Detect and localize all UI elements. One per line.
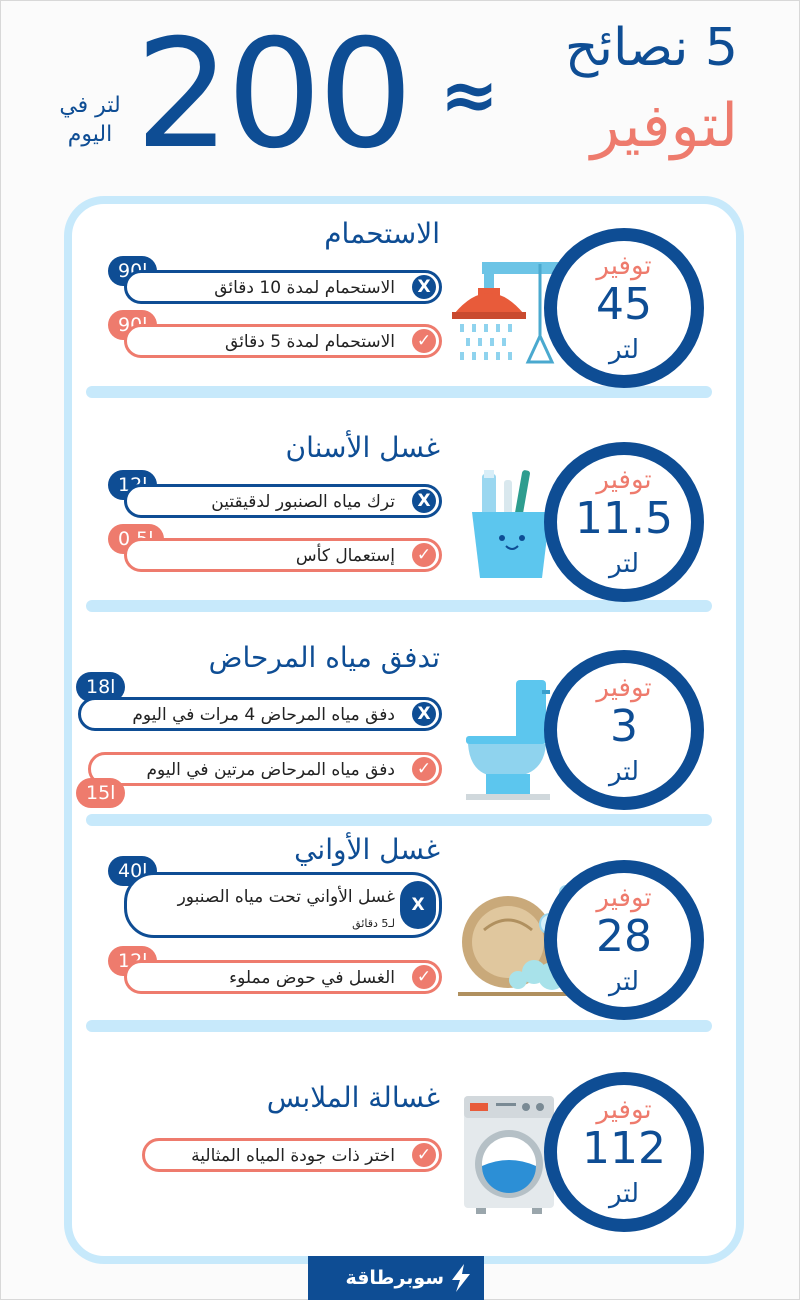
saving-unit: لتر <box>608 335 640 365</box>
amount-badge-good: 15l <box>76 778 126 808</box>
good-habit-row: دفق مياه المرحاض مرتين في اليوم ✓ <box>88 752 442 786</box>
saving-label: توفير <box>596 251 652 281</box>
section-title-toilet: تدفق مياه المرحاض <box>208 641 440 674</box>
separator <box>86 386 712 398</box>
bad-habit-text: الاستحمام لمدة 10 دقائق <box>214 278 395 298</box>
toothbrush-cup-icon <box>472 470 550 578</box>
saving-unit: لتر <box>608 549 640 579</box>
check-icon: ✓ <box>412 757 436 781</box>
daily-liters-unit: لتر في اليوم <box>50 92 130 149</box>
check-icon: ✓ <box>412 543 436 567</box>
saving-value: 28 <box>596 911 652 962</box>
x-icon: X <box>412 702 436 726</box>
good-habit-row: الغسل في حوض مملوء ✓ <box>124 960 442 994</box>
saving-label: توفير <box>596 1095 652 1125</box>
separator <box>86 814 712 826</box>
section-title-shower: الاستحمام <box>324 217 440 250</box>
good-habit-row: اختر ذات جودة المياه المثالية ✓ <box>142 1138 442 1172</box>
bad-habit-row: غسل الأواني تحت مياه الصنبور لـ5 دقائق X <box>124 872 442 938</box>
x-icon: X <box>412 275 436 299</box>
section-title-dishes: غسل الأواني <box>294 833 440 866</box>
toilet-icon <box>466 680 550 800</box>
section-title-teeth: غسل الأسنان <box>285 431 440 464</box>
dish-bubbles-icon <box>458 885 573 996</box>
saving-value: 3 <box>610 701 638 752</box>
saving-circle: توفير 45 لتر <box>544 228 704 388</box>
bad-habit-text: دفق مياه المرحاض 4 مرات في اليوم <box>132 705 395 725</box>
x-icon: X <box>400 881 436 929</box>
saving-value: 112 <box>582 1123 666 1174</box>
separator <box>86 1020 712 1032</box>
bad-habit-note: لـ5 دقائق <box>352 917 395 930</box>
bad-habit-text: ترك مياه الصنبور لدقيقتين <box>211 492 395 512</box>
unit-line2: اليوم <box>67 121 113 147</box>
separator <box>86 600 712 612</box>
good-habit-row: الاستحمام لمدة 5 دقائق ✓ <box>124 324 442 358</box>
footer-brand-bar: سوبرطاقة <box>308 1256 484 1300</box>
header-title-line2: لتوفير <box>590 91 738 161</box>
saving-label: توفير <box>596 673 652 703</box>
good-habit-text: الغسل في حوض مملوء <box>229 968 395 988</box>
good-habit-row: إستعمال كأس ✓ <box>124 538 442 572</box>
bad-habit-text: غسل الأواني تحت مياه الصنبور <box>177 887 395 907</box>
bad-habit-row: ترك مياه الصنبور لدقيقتين X <box>124 484 442 518</box>
unit-line1: لتر في <box>59 93 121 118</box>
good-habit-text: دفق مياه المرحاض مرتين في اليوم <box>146 760 396 780</box>
approx-symbol: ≈ <box>440 54 499 136</box>
check-icon: ✓ <box>412 1143 436 1167</box>
bad-habit-row: الاستحمام لمدة 10 دقائق X <box>124 270 442 304</box>
saving-circle: توفير 3 لتر <box>544 650 704 810</box>
good-habit-text: اختر ذات جودة المياه المثالية <box>191 1146 395 1166</box>
saving-unit: لتر <box>608 967 640 997</box>
check-icon: ✓ <box>412 329 436 353</box>
saving-value: 11.5 <box>575 493 673 544</box>
saving-circle: توفير 11.5 لتر <box>544 442 704 602</box>
good-habit-text: الاستحمام لمدة 5 دقائق <box>225 332 395 352</box>
shower-icon <box>452 262 566 364</box>
section-title-washing-machine: غسالة الملابس <box>266 1081 440 1114</box>
header-title-line1: 5 نصائح <box>564 18 738 78</box>
saving-label: توفير <box>596 883 652 913</box>
good-habit-text: إستعمال كأس <box>295 546 395 566</box>
washing-machine-icon <box>464 1096 554 1214</box>
saving-circle: توفير 28 لتر <box>544 860 704 1020</box>
bad-habit-row: دفق مياه المرحاض 4 مرات في اليوم X <box>78 697 442 731</box>
saving-value: 45 <box>596 279 652 330</box>
lightning-icon <box>452 1264 470 1292</box>
saving-unit: لتر <box>608 1179 640 1209</box>
check-icon: ✓ <box>412 965 436 989</box>
x-icon: X <box>412 489 436 513</box>
saving-label: توفير <box>596 465 652 495</box>
saving-circle: توفير 112 لتر <box>544 1072 704 1232</box>
saving-unit: لتر <box>608 757 640 787</box>
brand-name: سوبرطاقة <box>345 1267 444 1289</box>
daily-liters-number: 200 <box>135 8 413 182</box>
